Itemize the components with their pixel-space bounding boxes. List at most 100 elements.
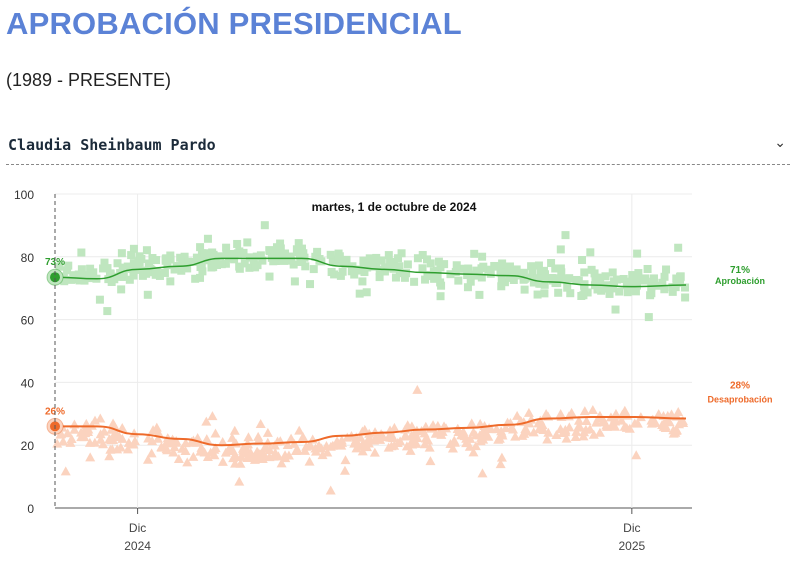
- approval-point: [619, 274, 628, 283]
- chevron-down-icon[interactable]: ⌄: [774, 134, 786, 150]
- approval-point: [180, 252, 189, 261]
- disapproval-point: [466, 418, 477, 428]
- disapproval-point: [117, 433, 128, 443]
- approval-point: [365, 254, 374, 263]
- approval-point: [176, 253, 185, 262]
- disapproval-point: [376, 432, 387, 442]
- approval-point: [375, 273, 384, 282]
- approval-point: [580, 268, 589, 277]
- approval-point: [265, 272, 274, 281]
- president-selector[interactable]: Claudia Sheinbaum Pardo ⌄: [6, 128, 790, 165]
- disapproval-point: [629, 418, 640, 428]
- approval-point: [533, 274, 542, 283]
- disapproval-point: [355, 432, 366, 442]
- approval-point: [649, 277, 658, 286]
- approval-point: [269, 257, 278, 266]
- disapproval-point: [209, 450, 220, 460]
- disapproval-point: [437, 426, 448, 436]
- approval-point: [660, 285, 669, 294]
- disapproval-point: [316, 443, 327, 453]
- disapproval-point: [241, 448, 252, 458]
- approval-point: [519, 268, 528, 277]
- disapproval-point: [494, 433, 505, 443]
- approval-point: [296, 257, 305, 266]
- approval-point: [221, 259, 230, 268]
- disapproval-point: [541, 408, 552, 418]
- approval-point: [668, 287, 677, 296]
- approval-point: [301, 262, 310, 271]
- disapproval-point: [579, 406, 590, 416]
- disapproval-point: [98, 439, 109, 449]
- disapproval-point: [666, 409, 677, 419]
- disapproval-point: [470, 430, 481, 440]
- approval-point: [196, 254, 205, 263]
- approval-point: [272, 246, 281, 255]
- approval-point: [276, 239, 285, 248]
- approval-point: [395, 269, 404, 278]
- approval-point: [580, 284, 589, 293]
- trend-line-disapproval: [55, 415, 687, 447]
- approval-point: [547, 259, 556, 268]
- approval-point: [400, 273, 409, 282]
- approval-point: [125, 275, 134, 284]
- approval-point: [527, 273, 536, 282]
- last-value-label: 28%: [730, 381, 750, 392]
- disapproval-point: [581, 416, 592, 426]
- approval-point: [413, 254, 422, 263]
- approval-point: [235, 262, 244, 271]
- disapproval-point: [495, 459, 506, 469]
- approval-point: [203, 234, 212, 243]
- approval-point: [290, 277, 299, 286]
- disapproval-point: [594, 427, 605, 437]
- approval-point: [434, 257, 443, 266]
- approval-point: [205, 250, 214, 259]
- approval-point: [198, 267, 207, 276]
- approval-point: [196, 263, 205, 272]
- disapproval-point: [210, 443, 221, 453]
- approval-point: [144, 260, 153, 269]
- disapproval-point: [52, 438, 63, 448]
- approval-point: [355, 265, 364, 274]
- disapproval-point: [89, 437, 100, 447]
- approval-point: [391, 273, 400, 282]
- disapproval-point: [542, 434, 553, 444]
- disapproval-point: [107, 444, 118, 454]
- disapproval-point: [243, 432, 254, 442]
- approval-point: [292, 245, 301, 254]
- approval-point: [457, 264, 466, 273]
- approval-point: [680, 283, 689, 292]
- disapproval-point: [408, 430, 419, 440]
- disapproval-point: [528, 427, 539, 437]
- disapproval-point: [588, 429, 599, 439]
- approval-point: [402, 269, 411, 278]
- approval-point: [350, 270, 359, 279]
- disapproval-point: [470, 441, 481, 451]
- approval-point: [426, 259, 435, 268]
- disapproval-point: [585, 424, 596, 434]
- disapproval-point: [286, 433, 297, 443]
- approval-point: [533, 290, 542, 299]
- disapproval-point: [229, 425, 240, 435]
- approval-point: [500, 278, 509, 287]
- disapproval-point: [85, 452, 96, 462]
- disapproval-point: [262, 437, 273, 447]
- approval-point: [394, 254, 403, 263]
- disapproval-point: [385, 432, 396, 442]
- approval-point: [658, 278, 667, 287]
- approval-point: [397, 249, 406, 258]
- disapproval-point: [447, 443, 458, 453]
- disapproval-point: [510, 431, 521, 441]
- approval-point: [403, 260, 412, 269]
- approval-point: [572, 275, 581, 284]
- disapproval-point: [79, 432, 90, 442]
- disapproval-point: [117, 423, 128, 433]
- approval-point: [155, 271, 164, 280]
- approval-point: [421, 275, 430, 284]
- disapproval-point: [517, 430, 528, 440]
- disapproval-point: [369, 447, 380, 457]
- disapproval-point: [478, 434, 489, 444]
- approval-point: [586, 248, 595, 257]
- x-tick-year: 2024: [124, 539, 151, 553]
- approval-point: [630, 275, 639, 284]
